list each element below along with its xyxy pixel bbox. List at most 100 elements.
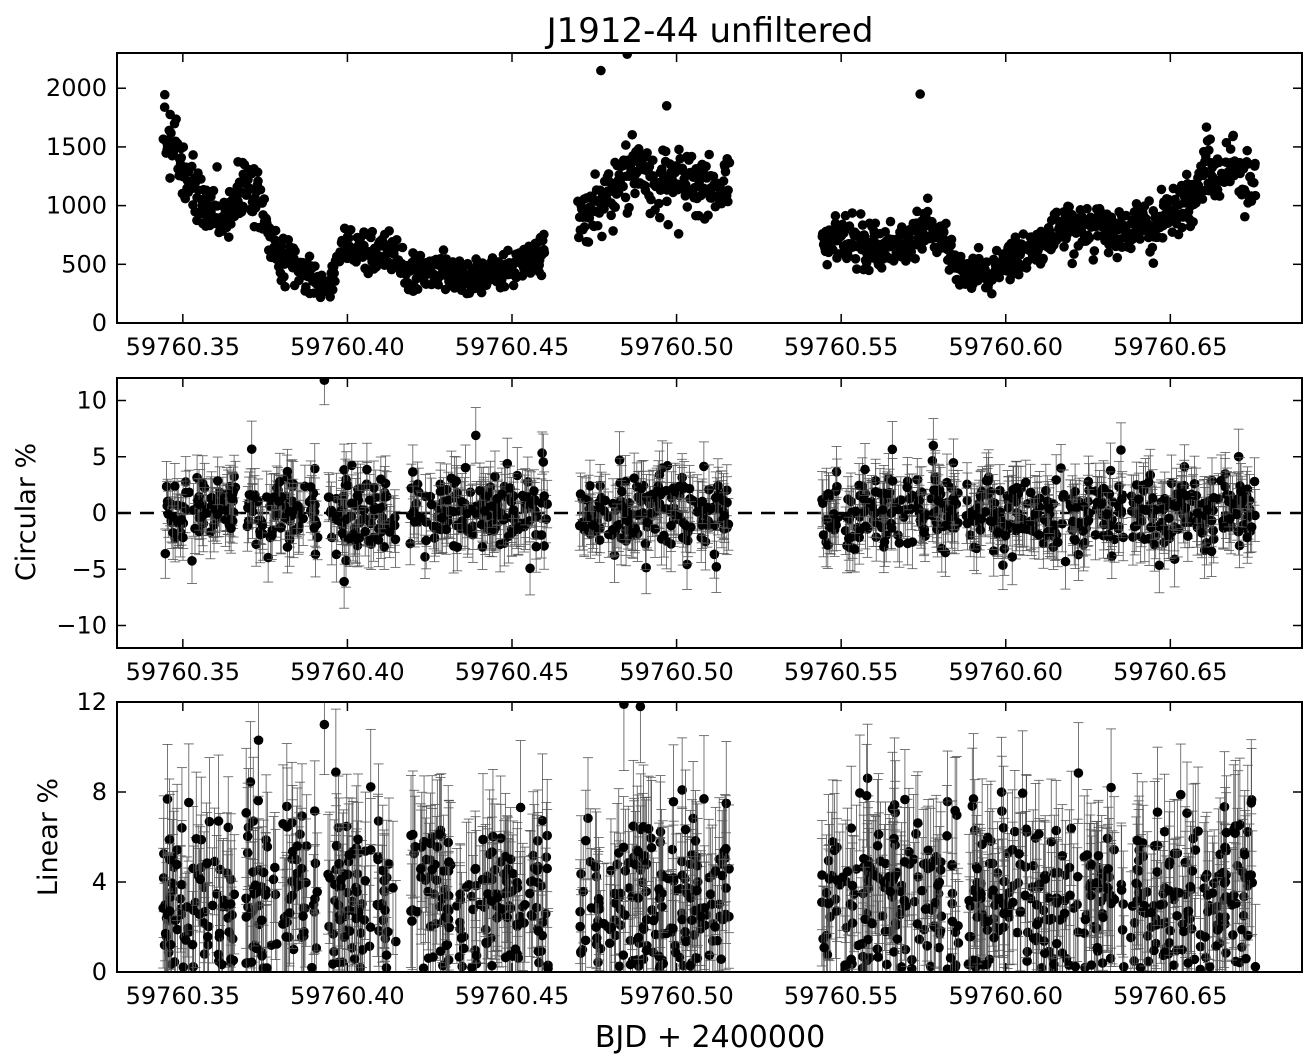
data-point [595,502,605,513]
data-point [1135,234,1145,244]
data-point [176,515,187,525]
data-point [397,242,408,253]
data-point [720,166,731,177]
chart-title: J1912-44 unfiltered [545,11,874,51]
data-point [822,259,832,270]
panel-top-axes: 59760.35 59760.40 59760.45 59760.50 59760.55… [46,52,1303,361]
data-point [490,471,500,482]
data-point [718,176,729,186]
data-point [390,242,401,253]
data-point [830,211,841,221]
data-point [530,495,540,505]
data-point [998,560,1008,570]
data-point [376,474,386,484]
data-point [429,533,440,543]
data-point [663,219,673,230]
data-point [263,552,273,563]
data-point [283,234,294,245]
data-point [1056,463,1066,473]
data-point [1082,203,1092,214]
data-point [826,522,836,532]
data-point [699,461,709,472]
data-point [243,503,253,513]
data-point [1038,253,1048,264]
data-point [701,161,711,172]
data-point [406,483,417,493]
data-point [346,498,357,509]
data-point [329,268,339,279]
data-point [1250,158,1260,169]
data-point [441,485,452,495]
data-point [590,169,600,179]
data-point [1112,252,1123,263]
data-point [906,503,917,514]
data-point [255,184,266,195]
data-point [927,455,938,466]
data-point [472,509,482,520]
data-point [1148,258,1159,268]
data-point [282,542,293,552]
data-point [588,520,599,530]
data-point [212,509,223,519]
data-point [659,530,669,541]
data-point [253,176,263,186]
x-tick-label: 59760.45 [455,333,570,361]
data-point [641,562,651,573]
data-point [1069,249,1079,259]
data-point [1022,498,1033,509]
data-point [492,493,502,504]
data-point [933,496,944,506]
data-point [339,465,349,475]
data-point [448,506,459,517]
data-point [906,246,917,257]
data-point [946,505,957,515]
data-point [408,467,418,477]
data-point [1057,518,1067,529]
data-point [181,487,191,498]
data-point [1181,169,1192,180]
data-point [1051,207,1062,218]
data-point [226,523,236,534]
data-point [674,144,684,155]
y-tick-label: 1500 [46,133,107,161]
data-point [405,538,416,549]
data-point [597,231,607,242]
y-tick-label: 2000 [46,74,107,102]
data-point [628,527,638,538]
data-point [646,194,656,205]
x-tick-label: 59760.35 [126,333,241,361]
data-point [176,152,187,163]
data-point [1013,269,1024,280]
data-point [270,225,281,236]
data-point [697,496,708,507]
data-point [620,507,630,518]
data-point [860,521,871,532]
data-point [855,209,866,219]
data-point [723,185,733,196]
data-point [1003,502,1014,513]
data-point [391,234,402,245]
data-point [433,279,444,290]
data-point [408,507,419,517]
data-point [460,462,471,473]
data-point [364,495,375,505]
data-point [674,481,685,492]
data-point [1049,520,1060,530]
data-point [893,504,904,515]
data-point [178,142,189,152]
data-point [1177,222,1187,233]
data-point [648,171,659,181]
data-point [1214,191,1225,201]
data-point [913,504,924,514]
data-point [910,253,920,264]
data-point [221,505,232,516]
data-point [914,495,925,506]
data-point [697,519,708,530]
data-point [390,534,401,545]
data-point [859,231,870,242]
data-point [850,253,861,264]
data-point [443,495,454,506]
data-point [922,193,933,204]
data-point [719,510,729,521]
data-point [505,483,515,493]
